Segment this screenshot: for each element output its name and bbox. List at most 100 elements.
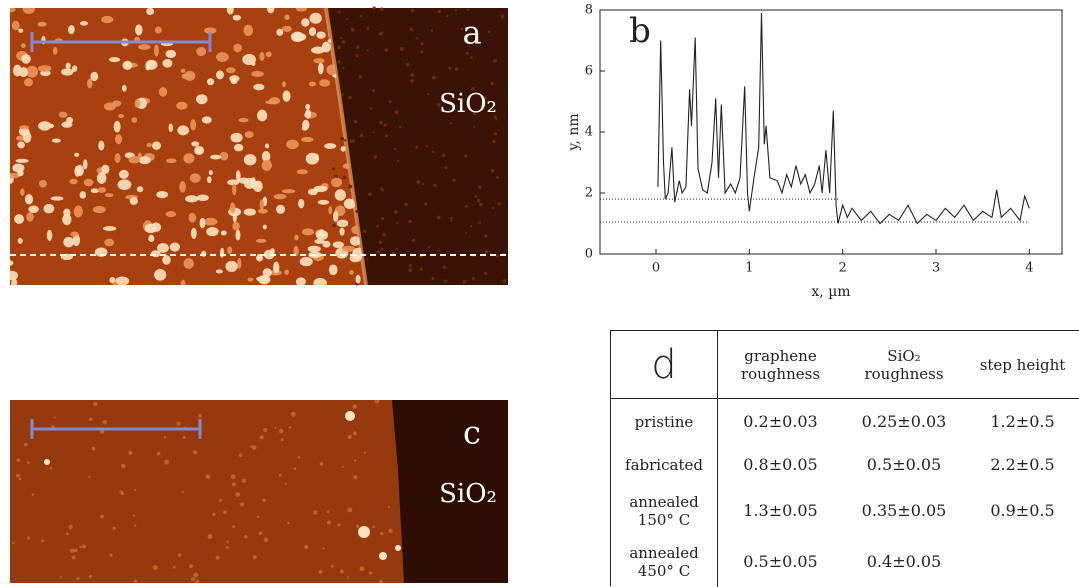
speck: [156, 451, 161, 456]
grain: [233, 43, 242, 53]
grain: [71, 65, 78, 72]
grain: [281, 25, 292, 32]
x-tick-label: 1: [745, 261, 753, 276]
grain: [302, 119, 310, 130]
y-axis-label: y, nm: [566, 113, 582, 151]
grain: [301, 18, 310, 27]
grain: [129, 197, 138, 205]
grain: [115, 276, 130, 285]
grain: [80, 21, 88, 26]
grain: [243, 24, 254, 37]
grain: [46, 229, 53, 242]
grain: [259, 199, 265, 210]
speck: [164, 459, 170, 465]
grain: [299, 256, 313, 267]
speck: [293, 467, 297, 471]
grain: [311, 46, 325, 54]
grain: [301, 136, 314, 143]
grain: [276, 28, 284, 36]
grain: [58, 111, 68, 118]
speck: [408, 219, 412, 223]
grain: [265, 100, 278, 105]
speck: [473, 125, 476, 128]
grain: [208, 170, 213, 176]
grain: [15, 158, 29, 163]
speck: [374, 400, 380, 404]
speck: [380, 247, 384, 251]
speck: [207, 534, 213, 540]
speck: [460, 27, 464, 31]
grain: [165, 49, 177, 59]
speck: [378, 240, 383, 244]
grain: [232, 14, 241, 21]
grain: [52, 46, 58, 55]
grain: [238, 117, 249, 123]
speck: [494, 132, 498, 136]
grain: [328, 264, 338, 276]
speck: [23, 442, 28, 447]
speck: [408, 268, 412, 273]
grain: [195, 149, 202, 154]
speck: [383, 123, 387, 127]
grain: [19, 125, 30, 130]
table-cell: 0.2±0.03: [743, 411, 818, 431]
speck: [18, 477, 22, 481]
grain: [20, 188, 25, 196]
speck: [381, 31, 384, 34]
grain: [201, 116, 212, 124]
grain: [92, 205, 106, 214]
grain: [262, 224, 267, 230]
speck: [215, 555, 220, 560]
grain: [235, 170, 241, 182]
grain: [43, 203, 55, 214]
grain: [169, 242, 180, 252]
speck: [376, 224, 379, 228]
speck: [27, 536, 30, 540]
speck: [226, 540, 229, 543]
speck: [152, 565, 158, 570]
speck: [352, 431, 357, 436]
speck: [436, 215, 441, 220]
grain: [238, 177, 249, 184]
speck: [448, 66, 452, 70]
speck: [133, 524, 137, 527]
speck: [478, 185, 482, 189]
grain: [10, 270, 18, 281]
panel-label: c: [463, 414, 481, 452]
speck: [353, 459, 357, 462]
speck: [394, 147, 397, 150]
grain: [38, 121, 52, 131]
grain: [62, 213, 72, 226]
speck: [212, 512, 216, 517]
grain: [72, 234, 81, 247]
speck: [484, 234, 488, 238]
grain: [243, 208, 256, 216]
speck: [262, 498, 266, 503]
speck: [342, 175, 347, 180]
speck: [232, 525, 235, 529]
speck: [388, 528, 393, 534]
grain: [38, 65, 52, 73]
speck: [88, 417, 93, 421]
speck: [172, 565, 176, 569]
grain: [10, 172, 21, 179]
grain: [96, 172, 107, 184]
grain: [14, 214, 25, 224]
x-tick-label: 0: [652, 261, 660, 276]
grain: [146, 8, 155, 16]
speck: [230, 474, 236, 480]
speck: [335, 174, 338, 178]
grain: [206, 176, 212, 184]
grain: [131, 117, 138, 123]
grain: [61, 121, 73, 128]
speck: [88, 574, 93, 578]
grain: [83, 178, 94, 187]
speck: [377, 250, 381, 254]
speck: [223, 510, 227, 514]
grain: [321, 41, 331, 53]
grain: [341, 245, 356, 253]
grain: [349, 270, 354, 275]
grain: [189, 173, 201, 183]
